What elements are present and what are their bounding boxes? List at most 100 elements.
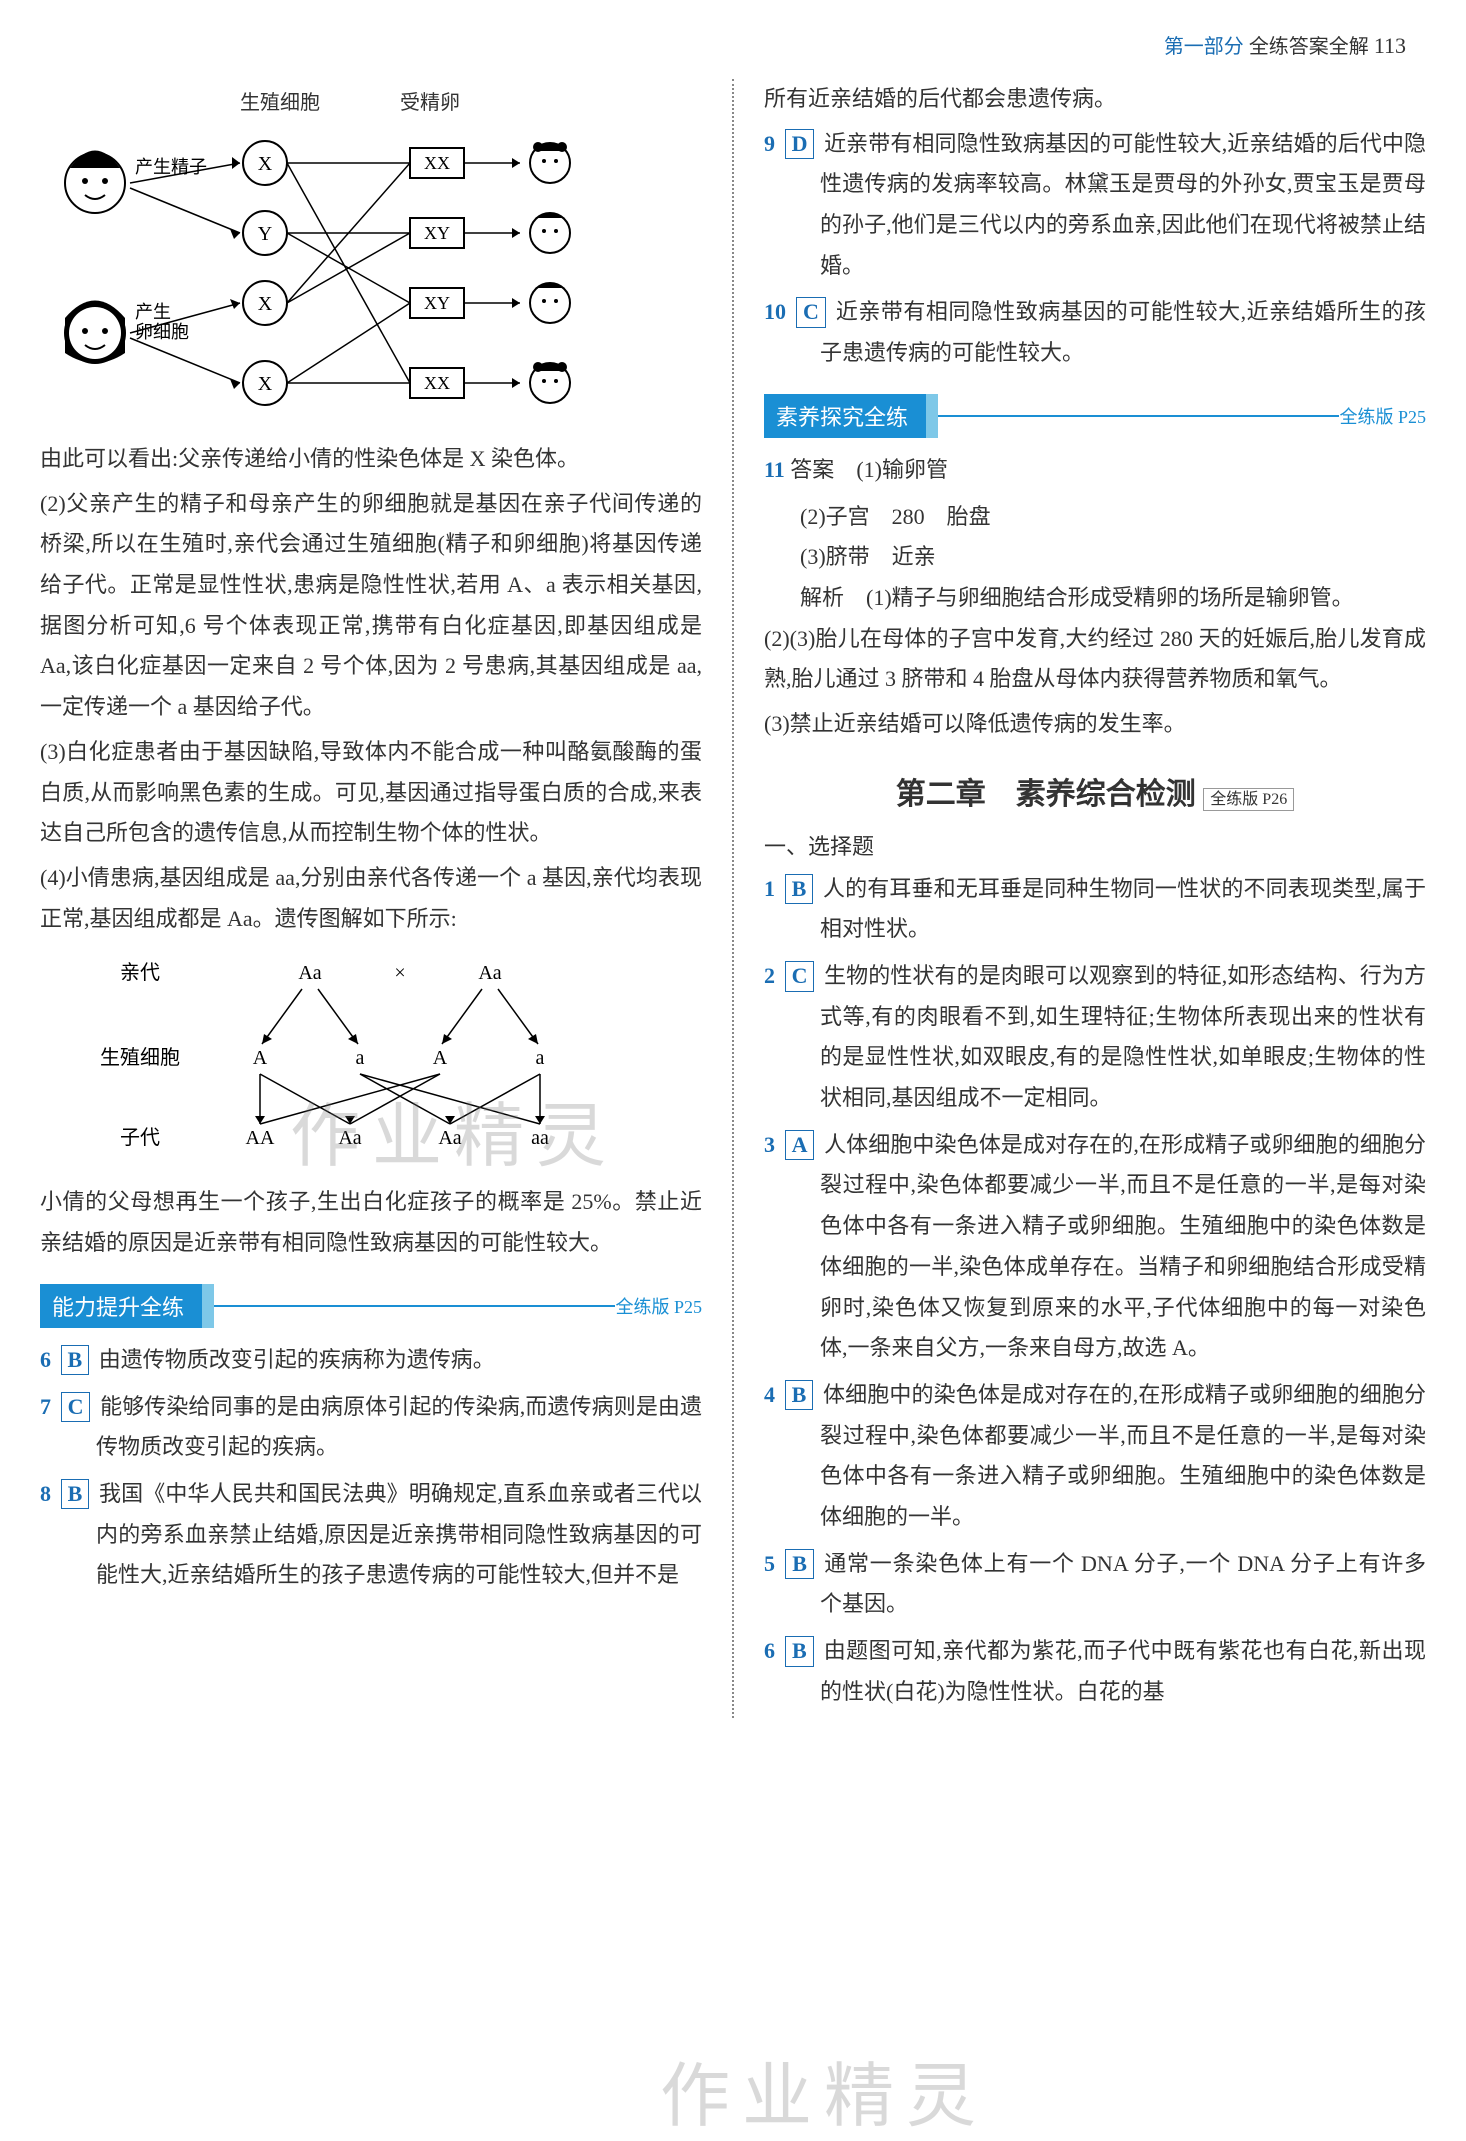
chapter-title: 第二章 素养综合检测 全练版 P26	[764, 769, 1426, 813]
svg-text:XX: XX	[424, 373, 450, 393]
section-ability: 能力提升全练 全练版 P25	[40, 1284, 702, 1328]
q11-a1: (1)输卵管	[856, 457, 948, 482]
q7: 7 C 能够传染给同事的是由病原体引起的传染病,而遗传病则是由遗传物质改变引起的…	[40, 1387, 702, 1468]
section-research-ref: 全练版 P25	[1339, 403, 1426, 429]
svg-text:Aa: Aa	[298, 962, 321, 984]
q11: 11 答案 (1)输卵管	[764, 450, 1426, 491]
svg-text:Aa: Aa	[478, 962, 501, 984]
q9-num: 9	[764, 131, 775, 156]
left-p4: (4)小倩患病,基因组成是 aa,分别由亲代各传递一个 a 基因,亲代均表现正常…	[40, 858, 702, 939]
q11-e3: (3)禁止近亲结婚可以降低遗传病的发生率。	[764, 704, 1426, 745]
c4-num: 4	[764, 1382, 775, 1407]
q7-num: 7	[40, 1394, 51, 1419]
section-research-title: 素养探究全练	[764, 394, 938, 438]
c3-text: 人体细胞中染色体是成对存在的,在形成精子或卵细胞的细胞分裂过程中,染色体都要减少…	[820, 1132, 1426, 1360]
parent-label: 亲代	[120, 961, 160, 984]
svg-text:Y: Y	[258, 223, 272, 245]
c5-ans: B	[785, 1549, 814, 1580]
header-section: 全练答案全解	[1249, 36, 1369, 58]
q6: 6 B 由遗传物质改变引起的疾病称为遗传病。	[40, 1340, 702, 1381]
label-fertilized-egg: 受精卵	[400, 89, 460, 117]
q11-num: 11	[764, 457, 785, 482]
chapter-ref: 全练版 P26	[1203, 788, 1294, 811]
punnett-diagram: 亲代 Aa × Aa 生殖细胞 A a A a	[40, 949, 702, 1166]
svg-text:a: a	[536, 1047, 545, 1069]
q7-ans: C	[61, 1392, 91, 1423]
c6: 6 B 由题图可知,亲代都为紫花,而子代中既有紫花也有白花,新出现的性状(白花)…	[764, 1631, 1426, 1712]
svg-text:A: A	[253, 1047, 268, 1069]
section-ability-title: 能力提升全练	[40, 1284, 214, 1328]
c2-text: 生物的性状有的是肉眼可以观察到的特征,如形态结构、行为方式等,有的肉眼看不到,如…	[820, 963, 1426, 1110]
two-column-layout: 生殖细胞 受精卵 产生精子 产生 卵细胞	[40, 79, 1426, 1718]
right-column: 所有近亲结婚的后代都会患遗传病。 9 D 近亲带有相同隐性致病基因的可能性较大,…	[764, 79, 1426, 1718]
left-p1: 由此可以看出:父亲传递给小倩的性染色体是 X 染色体。	[40, 439, 702, 480]
svg-text:X: X	[258, 373, 273, 395]
svg-text:X: X	[258, 153, 273, 175]
c2: 2 C 生物的性状有的是肉眼可以观察到的特征,如形态结构、行为方式等,有的肉眼看…	[764, 956, 1426, 1119]
q9-ans: D	[785, 129, 815, 160]
watermark-2: 作业精灵	[660, 2040, 988, 2141]
c3: 3 A 人体细胞中染色体是成对存在的,在形成精子或卵细胞的细胞分裂过程中,染色体…	[764, 1125, 1426, 1369]
q10-ans: C	[796, 297, 826, 328]
c4: 4 B 体细胞中的染色体是成对存在的,在形成精子或卵细胞的细胞分裂过程中,染色体…	[764, 1375, 1426, 1538]
q11-exp: 解析 (1)精子与卵细胞结合形成受精卵的场所是输卵管。	[764, 578, 1426, 619]
label-reproductive-cell: 生殖细胞	[240, 89, 320, 117]
chapter-title-text: 第二章 素养综合检测	[896, 778, 1196, 811]
q11-e2: (2)(3)胎儿在母体的子宫中发育,大约经过 280 天的妊娠后,胎儿发育成熟,…	[764, 619, 1426, 700]
q11-ans-label: 答案	[790, 457, 834, 482]
chromosome-cross-svg: 产生精子 产生 卵细胞 X Y X	[40, 123, 680, 423]
page-header: 第一部分 全练答案全解 113	[40, 30, 1426, 59]
q11-e1: (1)精子与卵细胞结合形成受精卵的场所是输卵管。	[866, 585, 1354, 610]
section-line-2	[938, 415, 1339, 417]
q7-text: 能够传染给同事的是由病原体引起的传染病,而遗传病则是由遗传物质改变引起的疾病。	[96, 1394, 702, 1460]
c2-num: 2	[764, 963, 775, 988]
q10: 10 C 近亲带有相同隐性致病基因的可能性较大,近亲结婚所生的孩子患遗传病的可能…	[764, 292, 1426, 373]
c6-text: 由题图可知,亲代都为紫花,而子代中既有紫花也有白花,新出现的性状(白花)为隐性性…	[820, 1638, 1426, 1704]
q8: 8 B 我国《中华人民共和国民法典》明确规定,直系血亲或者三代以内的旁系血亲禁止…	[40, 1474, 702, 1596]
q6-ans: B	[61, 1345, 90, 1376]
q8-num: 8	[40, 1481, 51, 1506]
q6-num: 6	[40, 1347, 51, 1372]
left-p2: (2)父亲产生的精子和母亲产生的卵细胞就是基因在亲子代间传递的桥梁,所以在生殖时…	[40, 484, 702, 728]
c3-ans: A	[785, 1130, 815, 1161]
section-line	[214, 1305, 615, 1307]
c4-text: 体细胞中的染色体是成对存在的,在形成精子或卵细胞的细胞分裂过程中,染色体都要减少…	[820, 1382, 1426, 1529]
svg-text:a: a	[356, 1047, 365, 1069]
svg-text:XX: XX	[424, 153, 450, 173]
svg-text:aa: aa	[531, 1127, 549, 1149]
svg-text:AA: AA	[246, 1127, 275, 1149]
column-divider	[732, 79, 734, 1718]
q8-text: 我国《中华人民共和国民法典》明确规定,直系血亲或者三代以内的旁系血亲禁止结婚,原…	[96, 1481, 702, 1587]
c4-ans: B	[785, 1380, 814, 1411]
c6-ans: B	[785, 1636, 814, 1667]
q9: 9 D 近亲带有相同隐性致病基因的可能性较大,近亲结婚的后代中隐性遗传病的发病率…	[764, 124, 1426, 287]
q10-num: 10	[764, 299, 786, 324]
gamete-label: 生殖细胞	[100, 1046, 180, 1069]
svg-text:XY: XY	[424, 223, 450, 243]
q8-ans: B	[61, 1479, 90, 1510]
c6-num: 6	[764, 1638, 775, 1663]
c2-ans: C	[785, 961, 815, 992]
header-part: 第一部分	[1164, 36, 1244, 58]
svg-text:Aa: Aa	[438, 1127, 461, 1149]
q10-text: 近亲带有相同隐性致病基因的可能性较大,近亲结婚所生的孩子患遗传病的可能性较大。	[820, 299, 1426, 365]
section-ability-ref: 全练版 P25	[615, 1293, 702, 1319]
subsection-1: 一、选择题	[764, 829, 1426, 861]
q11-exp-label: 解析	[800, 585, 844, 610]
page-wrapper: 第一部分 全练答案全解 113 生殖细胞 受精卵 产生精子	[40, 30, 1426, 1718]
inheritance-diagram-1: 生殖细胞 受精卵 产生精子 产生 卵细胞	[40, 89, 702, 423]
left-p5: 小倩的父母想再生一个孩子,生出白化症孩子的概率是 25%。禁止近亲结婚的原因是近…	[40, 1182, 702, 1263]
c1-text: 人的有耳垂和无耳垂是同种生物同一性状的不同表现类型,属于相对性状。	[820, 876, 1426, 942]
child-label: 子代	[120, 1126, 160, 1149]
left-column: 生殖细胞 受精卵 产生精子 产生 卵细胞	[40, 79, 702, 1718]
c1-num: 1	[764, 876, 775, 901]
q9-text: 近亲带有相同隐性致病基因的可能性较大,近亲结婚的后代中隐性遗传病的发病率较高。林…	[820, 131, 1426, 278]
c3-num: 3	[764, 1132, 775, 1157]
svg-text:XY: XY	[424, 293, 450, 313]
svg-text:A: A	[433, 1047, 448, 1069]
c1-ans: B	[785, 874, 814, 905]
q6-text: 由遗传物质改变引起的疾病称为遗传病。	[99, 1347, 495, 1372]
c1: 1 B 人的有耳垂和无耳垂是同种生物同一性状的不同表现类型,属于相对性状。	[764, 869, 1426, 950]
r-p0: 所有近亲结婚的后代都会患遗传病。	[764, 79, 1426, 120]
svg-text:X: X	[258, 293, 273, 315]
